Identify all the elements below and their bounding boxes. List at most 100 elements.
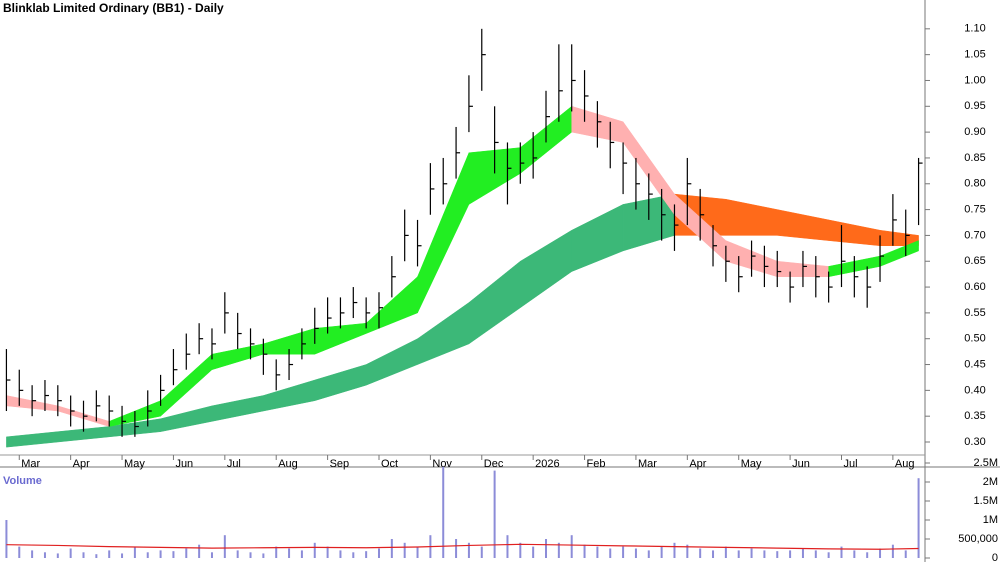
volume-bar	[82, 552, 85, 558]
volume-bar	[133, 546, 136, 558]
volume-bar	[121, 553, 124, 558]
volume-bar	[879, 548, 882, 558]
volume-bar	[43, 552, 46, 558]
volume-bar	[827, 552, 830, 558]
y-tick-label: 0.75	[964, 203, 985, 215]
y-tick-label: 0.90	[964, 126, 985, 138]
volume-bar	[146, 552, 149, 558]
volume-bar	[634, 548, 637, 558]
volume-bar	[467, 542, 470, 558]
volume-bar	[519, 542, 522, 558]
y-tick-label: 0.80	[964, 178, 985, 190]
volume-bar	[609, 548, 612, 558]
volume-bar	[300, 550, 303, 558]
volume-bar	[545, 539, 548, 558]
volume-bar	[352, 552, 355, 558]
volume-bar	[480, 546, 483, 558]
x-tick-label: May	[741, 458, 762, 470]
volume-bar	[390, 539, 393, 558]
volume-bar	[763, 550, 766, 558]
volume-bar	[275, 546, 278, 558]
x-tick-label: 2026	[535, 458, 559, 470]
volume-bar	[853, 550, 856, 558]
volume-bar	[904, 550, 907, 558]
volume-bar	[416, 546, 419, 558]
volume-bar	[724, 546, 727, 558]
volume-bar	[108, 550, 111, 558]
volume-bar	[236, 550, 239, 558]
volume-bar	[210, 552, 213, 558]
y2-tick-label: 2.5M	[974, 457, 998, 469]
volume-bar	[917, 478, 920, 558]
volume-bar	[313, 542, 316, 558]
volume-bar	[570, 535, 573, 558]
volume-bar	[557, 542, 560, 558]
volume-bar	[172, 551, 175, 558]
volume-bar	[673, 542, 676, 558]
volume-bar	[159, 550, 162, 558]
y2-tick-label: 500,000	[958, 533, 998, 545]
volume-bar	[31, 550, 34, 558]
y-tick-label: 0.60	[964, 281, 985, 293]
volume-bar	[223, 535, 226, 558]
volume-bar	[801, 548, 804, 558]
volume-bar	[326, 546, 329, 558]
volume-average	[6, 543, 919, 550]
x-tick-label: Jul	[843, 458, 857, 470]
volume-bar	[532, 546, 535, 558]
y-tick-label: 0.45	[964, 358, 985, 370]
volume-bar	[56, 553, 59, 558]
x-tick-label: Apr	[73, 458, 90, 470]
volume-bar	[69, 548, 72, 558]
y-tick-label: 0.65	[964, 255, 985, 267]
y-tick-label: 1.00	[964, 74, 985, 86]
volume-bar	[493, 470, 496, 558]
volume-bar	[737, 550, 740, 558]
volume-bar	[814, 550, 817, 558]
volume-bar	[365, 551, 368, 558]
volume-bar	[442, 466, 445, 558]
x-tick-label: Dec	[484, 458, 504, 470]
volume-bar	[198, 544, 201, 558]
volume-bar	[750, 548, 753, 558]
volume-bar	[622, 546, 625, 558]
y2-tick-label: 2M	[983, 476, 998, 488]
volume-bar	[686, 544, 689, 558]
x-tick-label: Jul	[227, 458, 241, 470]
volume-bar	[583, 544, 586, 558]
y-tick-label: 1.05	[964, 49, 985, 61]
y2-tick-label: 1M	[983, 514, 998, 526]
y-tick-label: 0.50	[964, 333, 985, 345]
x-tick-label: Nov	[432, 458, 452, 470]
volume-bar	[18, 546, 21, 558]
volume-bar	[288, 548, 291, 558]
volume-bar	[262, 553, 265, 558]
volume-bar	[660, 546, 663, 558]
x-tick-label: Sep	[330, 458, 350, 470]
y2-tick-label: 0	[992, 552, 998, 562]
volume-bar	[596, 546, 599, 558]
volume-bar	[249, 552, 252, 558]
x-tick-label: Mar	[638, 458, 657, 470]
y-tick-label: 0.40	[964, 384, 985, 396]
x-tick-label: Jun	[792, 458, 810, 470]
volume-bar	[506, 535, 509, 558]
x-tick-label: Jun	[175, 458, 193, 470]
y-tick-label: 0.95	[964, 100, 985, 112]
volume-bar	[776, 551, 779, 558]
x-tick-label: May	[124, 458, 145, 470]
chart-title: Blinklab Limited Ordinary (BB1) - Daily	[3, 1, 224, 15]
volume-bar	[339, 550, 342, 558]
volume-bar	[712, 550, 715, 558]
y-tick-label: 0.85	[964, 152, 985, 164]
volume-bar	[789, 550, 792, 558]
volume-label: Volume	[3, 475, 42, 487]
y-tick-label: 1.10	[964, 23, 985, 35]
y-tick-label: 0.30	[964, 436, 985, 448]
y-tick-label: 0.70	[964, 229, 985, 241]
volume-bar	[699, 548, 702, 558]
volume-bar	[891, 544, 894, 558]
y2-tick-label: 1.5M	[974, 495, 998, 507]
volume-bar	[403, 542, 406, 558]
